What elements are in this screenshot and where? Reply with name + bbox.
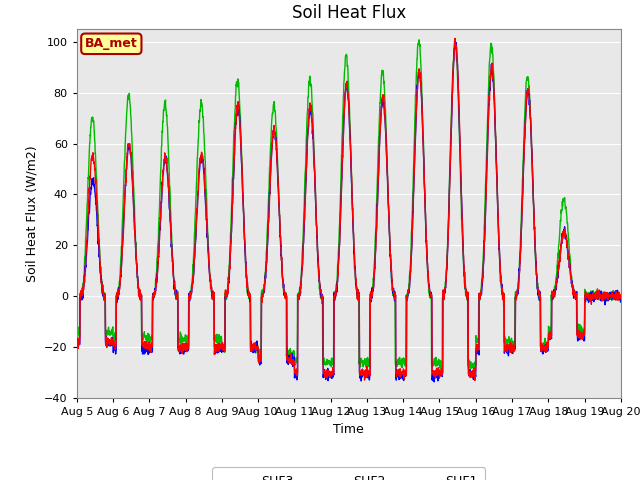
X-axis label: Time: Time [333,423,364,436]
SHF3 [508,338,515,344]
SHF3 [617,299,625,305]
SHF3 [225,277,232,283]
Y-axis label: Soil Heat Flux (W/m2): Soil Heat Flux (W/m2) [26,145,38,282]
SHF1 [570,292,577,298]
Title: Soil Heat Flux: Soil Heat Flux [292,4,406,22]
SHF1 [584,292,592,298]
Legend: SHF3, SHF2, SHF1: SHF3, SHF2, SHF1 [212,468,486,480]
SHF1 [451,36,459,41]
SHF3 [73,333,81,338]
SHF1 [73,342,81,348]
SHF2 [508,348,515,354]
SHF3 [415,37,423,43]
SHF2 [570,285,577,291]
SHF2 [617,294,625,300]
SHF1 [225,280,232,286]
SHF1 [376,128,384,134]
SHF3 [438,367,446,372]
Text: BA_met: BA_met [85,37,138,50]
SHF1 [617,292,625,298]
Line: SHF1: SHF1 [77,38,621,380]
SHF2 [376,128,384,134]
SHF1 [365,369,372,375]
SHF1 [471,377,479,383]
SHF2 [430,379,438,385]
SHF3 [365,357,372,362]
Line: SHF3: SHF3 [77,40,621,370]
SHF3 [570,287,577,293]
SHF1 [508,347,515,352]
SHF2 [365,369,372,374]
SHF2 [584,293,592,299]
Line: SHF2: SHF2 [77,43,621,382]
SHF3 [376,100,384,106]
SHF2 [225,278,232,284]
SHF2 [73,343,81,348]
SHF2 [452,40,460,46]
SHF3 [584,289,592,295]
